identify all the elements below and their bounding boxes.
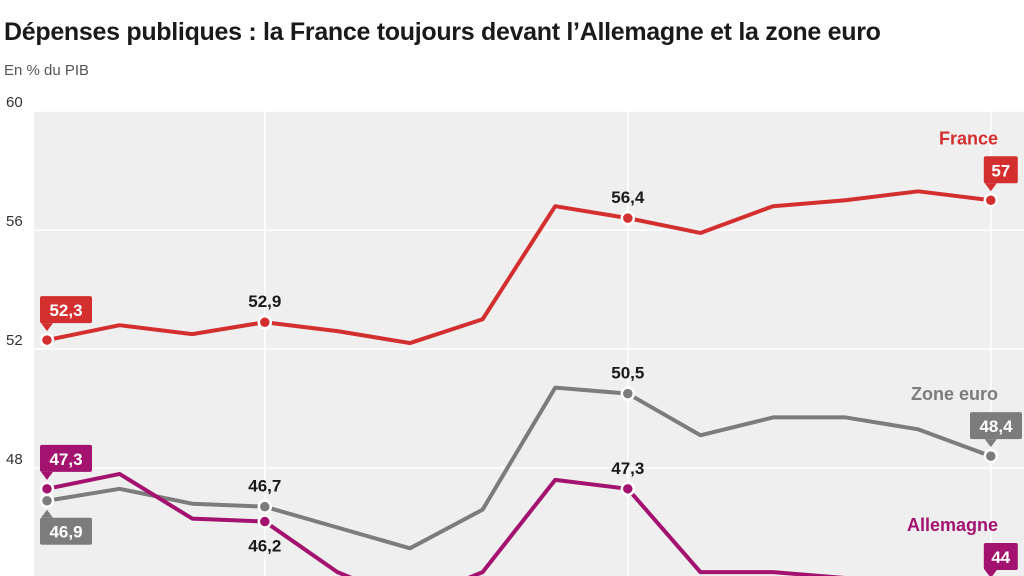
y-tick-label: 60 — [6, 94, 23, 111]
data-point — [983, 448, 999, 464]
data-label: 48,4 — [979, 417, 1013, 436]
data-point — [620, 210, 636, 226]
data-point — [39, 481, 55, 497]
data-label-pointer — [984, 570, 997, 576]
data-label-box — [983, 156, 1018, 184]
data-label-pointer — [41, 471, 53, 480]
data-label-pointer — [41, 509, 53, 518]
data-point — [257, 514, 273, 529]
data-label: 47,3 — [49, 450, 82, 469]
data-label-pointer — [41, 323, 53, 332]
data-label-pointer — [984, 183, 997, 192]
y-tick-label: 52 — [6, 332, 23, 349]
data-label: 46,9 — [49, 523, 82, 542]
data-point — [983, 193, 999, 208]
plot-area — [34, 111, 1024, 576]
data-label: 46,7 — [248, 477, 281, 496]
series-line — [45, 471, 845, 576]
data-label-box — [970, 412, 1022, 440]
data-point — [257, 314, 273, 330]
data-point — [620, 386, 636, 401]
data-point — [39, 493, 55, 508]
y-tick-label: 48 — [6, 451, 23, 468]
data-label: 57 — [991, 161, 1010, 180]
data-label-box — [983, 543, 1018, 570]
data-label: 47,3 — [611, 459, 644, 478]
data-label: 46,2 — [248, 537, 281, 556]
series-line — [45, 385, 993, 551]
data-label: 44 — [991, 548, 1010, 567]
data-label-box — [40, 296, 92, 324]
data-label: 52,9 — [248, 292, 281, 311]
data-label-pointer — [984, 439, 997, 448]
data-label-box — [40, 444, 92, 472]
series-name-label: France — [939, 128, 998, 148]
data-label: 52,3 — [49, 301, 82, 320]
data-label-box — [40, 517, 92, 545]
chart-title: Dépenses publiques : la France toujours … — [4, 18, 881, 46]
series-line — [45, 189, 993, 346]
chart-subtitle: En % du PIB — [4, 62, 90, 79]
data-label: 50,5 — [611, 364, 644, 383]
data-point — [257, 499, 273, 514]
y-tick-label: 56 — [6, 213, 23, 230]
series-lines — [45, 189, 993, 576]
data-labels: 52,3 52,9 56,4 57 France 46,9 46,7 50,5 48,4 Zone… — [39, 128, 1022, 576]
series-name-label: Zone euro — [911, 384, 998, 404]
data-point — [39, 332, 55, 348]
data-label: 56,4 — [611, 188, 645, 207]
series-name-label: Allemagne — [907, 515, 998, 535]
data-point — [620, 481, 636, 497]
